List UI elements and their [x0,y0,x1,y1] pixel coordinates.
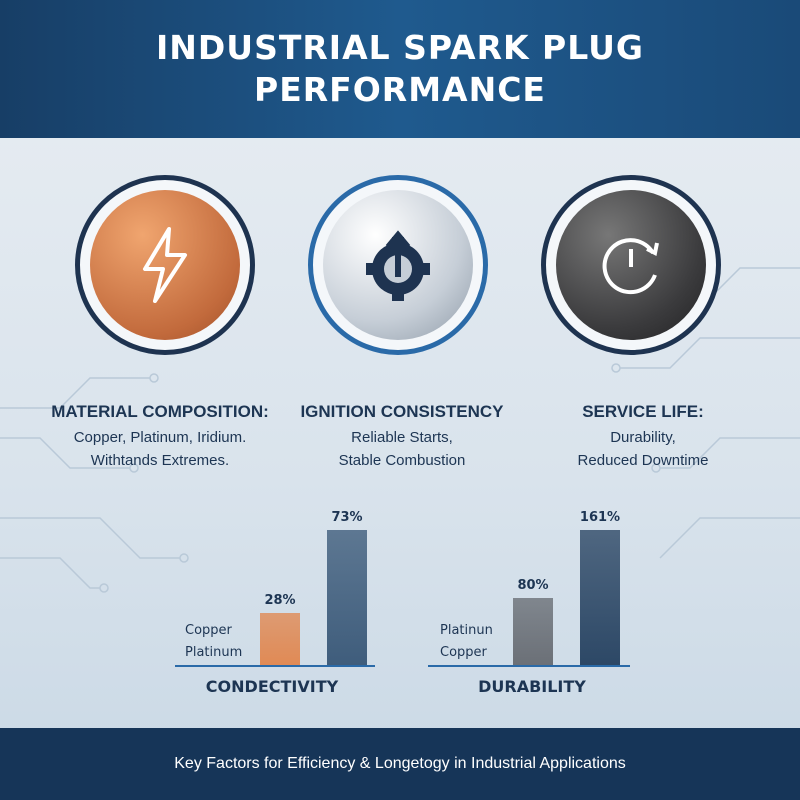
feature-line: Reliable Starts, [351,429,453,446]
feature-line: Durability, [610,429,676,446]
gear-power-icon [366,230,430,301]
feature-title: MATERIAL COMPOSITION: [51,402,269,421]
bar-platinum [327,530,367,665]
feature-line: Stable Combustion [338,452,466,469]
bar-platinun [513,597,553,665]
header-banner: INDUSTRIAL SPARK PLUG PERFORMANCE [0,0,800,138]
service-circle [541,175,721,355]
bar-value-label: 73% [331,510,363,525]
footer-banner: Key Factors for Efficiency & Longetogy i… [0,728,800,800]
legend-label: Copper [440,645,487,660]
feature-title: SERVICE LIFE: [582,402,704,421]
feature-material: MATERIAL COMPOSITION: Copper, Platinum, … [30,402,290,472]
page-title: INDUSTRIAL SPARK PLUG PERFORMANCE [156,28,644,109]
material-circle [75,175,255,355]
feature-ignition: IGNITION CONSISTENCY Reliable Starts, Sta… [272,402,532,472]
chart-title: CONDECTIVITY [205,677,339,696]
feature-line: Withtands Extremes. [90,452,230,469]
bar-value-label: 80% [517,577,549,593]
legend-label: Copper [185,623,232,638]
feature-line: Reduced Downtime [577,452,709,469]
feature-line: Copper, Platinum, Iridium. [73,429,247,446]
feature-title: IGNITION CONSISTENCY [300,402,504,421]
legend-label: Platinun [440,623,493,638]
clock-refresh-icon [602,238,659,295]
bar-copper [580,530,620,665]
ignition-circle [308,175,488,355]
chart-title: DURABILITY [478,677,586,696]
chart-legend-labels: Copper Platinum [185,620,242,664]
bar-value-label: 28% [264,593,296,609]
bar-copper [260,613,300,665]
footer-text: Key Factors for Efficiency & Longetogy i… [174,755,626,772]
bar-value-label: 161% [579,510,621,525]
lightning-bolt-icon [143,227,187,303]
chart-legend-labels: Platinun Copper [440,620,493,664]
legend-label: Platinum [185,645,243,660]
feature-service: SERVICE LIFE: Durability, Reduced Downtim… [513,402,773,472]
chart-axis [175,665,375,667]
chart-axis [428,665,630,667]
